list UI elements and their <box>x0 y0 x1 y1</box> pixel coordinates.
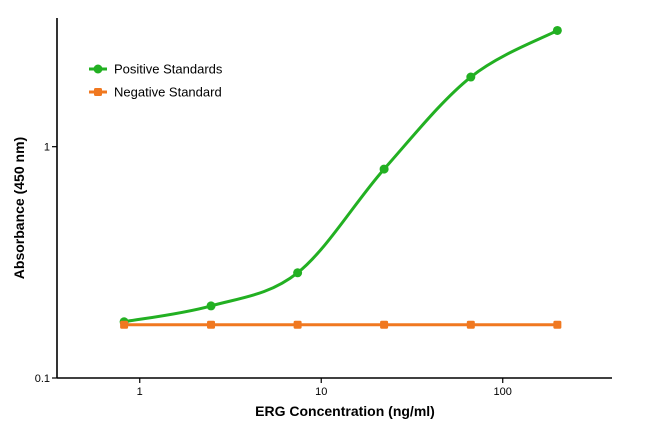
data-points <box>119 25 562 329</box>
x-tick-label: 1 <box>137 386 143 398</box>
x-tick-label: 10 <box>315 386 327 398</box>
positive-standards-point <box>293 268 303 278</box>
negative-standard-point <box>380 320 389 329</box>
positive-standards-point <box>206 301 216 311</box>
negative-standard-point <box>553 320 562 329</box>
legend: Positive Standards Negative Standard <box>89 62 223 100</box>
negative-standard-point <box>293 320 302 329</box>
axes: 1 10 100 0.1 1 <box>35 18 612 398</box>
legend-negative-standard-label: Negative Standard <box>114 85 222 100</box>
positive-standards-point <box>379 164 389 174</box>
x-axis-title: ERG Concentration (ng/ml) <box>255 403 435 419</box>
positive-standards-point <box>466 72 476 82</box>
y-tick-label: 1 <box>44 142 50 154</box>
legend-positive-standards-marker <box>93 64 103 74</box>
legend-negative-standard-marker <box>94 88 102 96</box>
positive-standards-point <box>552 25 562 35</box>
legend-positive-standards-label: Positive Standards <box>114 62 223 77</box>
negative-standard-point <box>120 320 129 329</box>
negative-standard-point <box>207 320 216 329</box>
y-tick-label: 0.1 <box>35 373 50 385</box>
negative-standard-point <box>466 320 475 329</box>
y-axis-title: Absorbance (450 nm) <box>11 137 27 279</box>
x-tick-label: 100 <box>494 386 512 398</box>
